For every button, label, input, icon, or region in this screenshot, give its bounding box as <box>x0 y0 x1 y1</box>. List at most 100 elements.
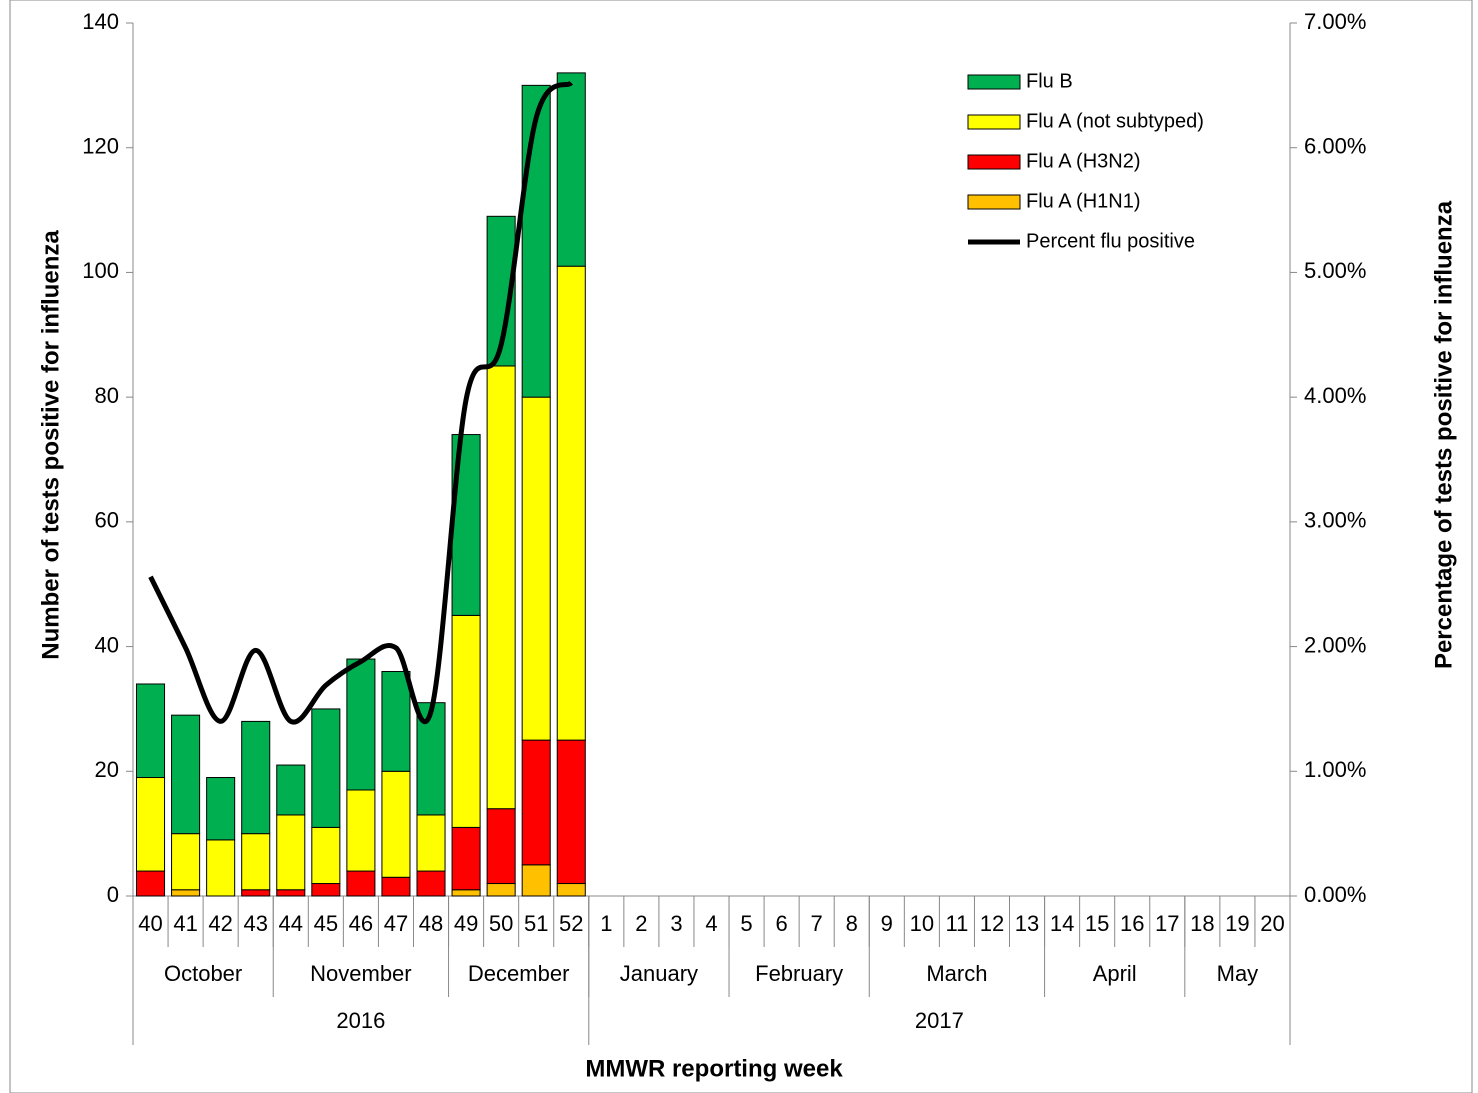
bar <box>276 814 306 891</box>
x-tick-label: 5 <box>740 911 752 936</box>
y2-tick-label: 2.00% <box>1304 632 1366 657</box>
x-tick-label: 45 <box>314 911 338 936</box>
y2-tick-label: 4.00% <box>1304 383 1366 408</box>
bar <box>521 739 551 866</box>
months-label: May <box>1217 961 1259 986</box>
legend-label: Flu A (H1N1) <box>1026 190 1140 212</box>
bar <box>311 883 341 897</box>
legend-swatch <box>967 114 1021 130</box>
legend-swatch <box>967 194 1021 210</box>
months-label: April <box>1093 961 1137 986</box>
y-tick-label: 100 <box>82 258 119 283</box>
y-tick-label: 0 <box>107 882 119 907</box>
months-label: January <box>620 961 698 986</box>
years-label: 2017 <box>915 1008 964 1033</box>
y2-tick-label: 6.00% <box>1304 134 1366 159</box>
x-tick-label: 52 <box>559 911 583 936</box>
bar <box>346 789 376 872</box>
y-tick-label: 140 <box>82 9 119 34</box>
bar <box>241 833 271 891</box>
x-tick-label: 18 <box>1190 911 1214 936</box>
x-tick-label: 13 <box>1015 911 1039 936</box>
x-tick-label: 42 <box>208 911 232 936</box>
x-axis-title: MMWR reporting week <box>585 1055 843 1082</box>
bar <box>276 889 306 897</box>
bar <box>136 870 166 897</box>
x-tick-label: 50 <box>489 911 513 936</box>
x-tick-label: 16 <box>1120 911 1144 936</box>
bar <box>521 396 551 741</box>
y-tick-label: 20 <box>95 757 119 782</box>
bar <box>556 883 586 897</box>
x-tick-label: 1 <box>600 911 612 936</box>
bar <box>206 777 236 841</box>
bar <box>311 708 341 828</box>
y-axis-title: Number of tests positive for influenza <box>37 230 64 660</box>
bar <box>556 72 586 267</box>
x-tick-label: 4 <box>705 911 717 936</box>
bar <box>451 614 481 828</box>
x-tick-label: 47 <box>384 911 408 936</box>
x-tick-label: 19 <box>1225 911 1249 936</box>
x-tick-label: 17 <box>1155 911 1179 936</box>
x-tick-label: 15 <box>1085 911 1109 936</box>
x-tick-label: 10 <box>910 911 934 936</box>
x-tick-label: 11 <box>946 911 969 936</box>
months-label: November <box>310 961 411 986</box>
x-tick-label: 12 <box>980 911 1004 936</box>
x-tick-label: 20 <box>1260 911 1284 936</box>
x-tick-label: 3 <box>670 911 682 936</box>
y-tick-label: 60 <box>95 508 119 533</box>
y2-tick-label: 3.00% <box>1304 508 1366 533</box>
y-tick-label: 40 <box>95 632 119 657</box>
bar <box>416 870 446 897</box>
x-tick-label: 2 <box>635 911 647 936</box>
legend-swatch <box>967 74 1021 90</box>
bar <box>521 84 551 398</box>
bar <box>241 889 271 897</box>
legend-swatch <box>967 154 1021 170</box>
bar <box>136 683 166 779</box>
bar <box>171 714 201 835</box>
bar <box>416 814 446 872</box>
x-tick-label: 43 <box>243 911 267 936</box>
y-tick-label: 80 <box>95 383 119 408</box>
bar <box>171 889 201 897</box>
legend-label: Flu A (not subtyped) <box>1026 110 1204 132</box>
bar <box>171 833 201 891</box>
x-tick-label: 49 <box>454 911 478 936</box>
bar <box>206 839 236 897</box>
x-tick-label: 8 <box>846 911 858 936</box>
y2-tick-label: 5.00% <box>1304 258 1366 283</box>
y2-axis-title: Percentage of tests positive for influen… <box>1430 200 1457 669</box>
bar <box>556 739 586 885</box>
years-label: 2016 <box>336 1008 385 1033</box>
legend-label: Flu A (H3N2) <box>1026 150 1140 172</box>
legend-label: Percent flu positive <box>1026 230 1195 252</box>
bar <box>486 808 516 885</box>
x-tick-label: 6 <box>775 911 787 936</box>
y2-tick-label: 1.00% <box>1304 757 1366 782</box>
legend-label: Flu B <box>1026 70 1073 92</box>
chart-frame <box>9 0 1473 1093</box>
x-tick-label: 40 <box>138 911 162 936</box>
bar <box>381 671 411 772</box>
y2-tick-label: 7.00% <box>1304 9 1366 34</box>
bar <box>486 883 516 897</box>
months-label: March <box>926 961 987 986</box>
y2-tick-label: 0.00% <box>1304 882 1366 907</box>
x-tick-label: 46 <box>349 911 373 936</box>
x-tick-label: 7 <box>811 911 823 936</box>
bar <box>451 826 481 891</box>
bar <box>276 764 306 816</box>
months-label: October <box>164 961 242 986</box>
x-tick-label: 44 <box>279 911 303 936</box>
bar <box>346 870 376 897</box>
x-tick-label: 41 <box>173 911 197 936</box>
bar <box>521 864 551 897</box>
bar <box>451 889 481 897</box>
line <box>148 80 574 725</box>
months-label: December <box>468 961 569 986</box>
x-tick-label: 14 <box>1050 911 1074 936</box>
